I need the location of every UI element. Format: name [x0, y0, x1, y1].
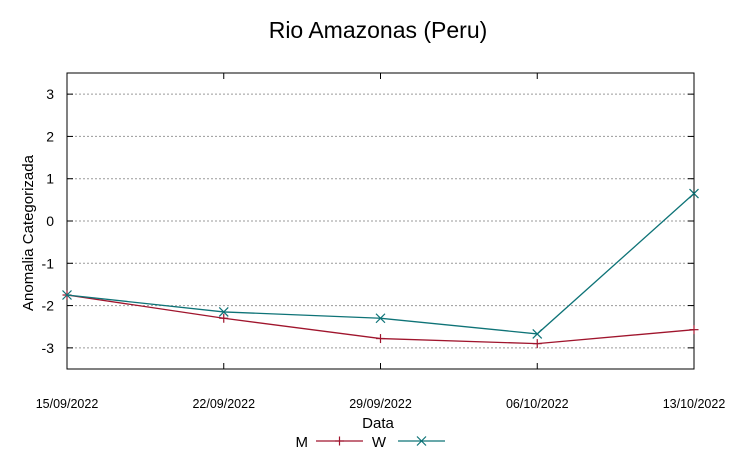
x-tick-label: 22/09/2022	[192, 397, 255, 411]
legend-marker-W	[416, 436, 427, 446]
series-group	[62, 188, 699, 349]
y-tick-label: 0	[46, 213, 54, 229]
y-tick-label: 1	[46, 171, 54, 187]
x-axis-label: Data	[362, 415, 394, 432]
legend-label-M: M	[296, 434, 309, 451]
y-axis-label: Anomalia Categorizada	[20, 154, 37, 311]
data-point-M	[376, 334, 385, 344]
data-point-M	[689, 325, 699, 335]
y-tick-label: 2	[46, 128, 54, 144]
x-axis-ticks: 15/09/2022 22/09/2022 29/09/2022 06/10/2022…	[36, 73, 726, 411]
x-tick-label: 15/09/2022	[36, 397, 99, 411]
legend-marker-M	[335, 436, 344, 446]
x-tick-label: 29/09/2022	[349, 397, 412, 411]
data-point-M	[219, 313, 229, 323]
x-tick-label: 06/10/2022	[506, 397, 569, 411]
data-point-W	[62, 290, 72, 300]
data-point-W	[689, 188, 699, 199]
data-point-M	[532, 339, 542, 349]
grid-lines	[67, 93, 694, 349]
data-point-W	[218, 306, 229, 317]
data-point-W	[532, 328, 543, 339]
y-axis-ticks: 3 2 1 0 -1 -2 -3	[42, 86, 694, 356]
y-tick-label: -2	[42, 298, 55, 314]
legend-label-W: W	[372, 434, 387, 451]
x-tick-label: 13/10/2022	[663, 397, 726, 411]
y-tick-label: -1	[42, 255, 55, 271]
data-point-W	[375, 313, 386, 324]
chart-title: Rio Amazonas (Peru)	[269, 17, 488, 43]
y-tick-label: 3	[46, 86, 54, 102]
y-tick-label: -3	[42, 340, 55, 356]
